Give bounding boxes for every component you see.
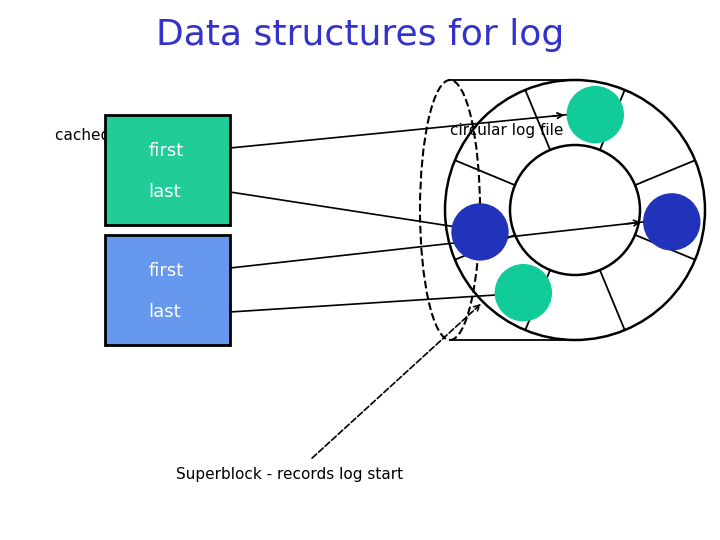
Text: Superblock - records log start: Superblock - records log start xyxy=(176,468,404,483)
Text: last: last xyxy=(149,303,181,321)
Bar xyxy=(105,235,230,345)
Circle shape xyxy=(644,194,700,250)
Text: first: first xyxy=(149,262,184,280)
Text: Data structures for log: Data structures for log xyxy=(156,18,564,52)
Bar xyxy=(105,115,230,225)
Circle shape xyxy=(452,204,508,260)
Text: last: last xyxy=(149,183,181,201)
Circle shape xyxy=(567,86,624,143)
Text: circular log file: circular log file xyxy=(450,123,563,138)
Circle shape xyxy=(510,145,640,275)
Circle shape xyxy=(495,265,552,321)
Text: cached buffer headers: cached buffer headers xyxy=(55,127,228,143)
Text: first: first xyxy=(149,143,184,160)
